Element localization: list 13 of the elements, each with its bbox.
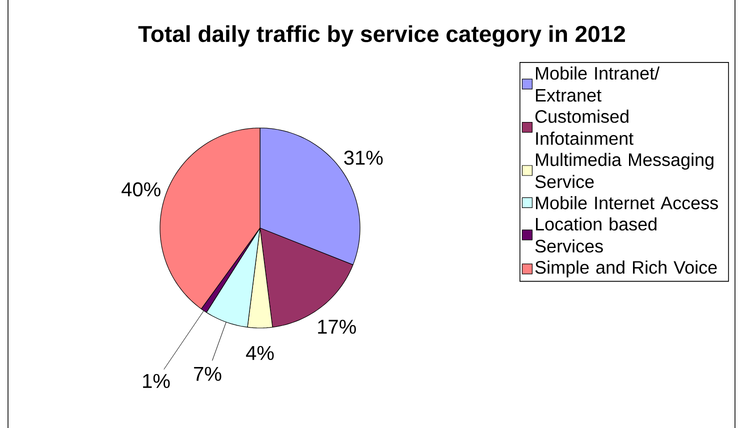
legend-label: Customised Infotainment [535,110,634,145]
legend-label: Multimedia Messaging Service [535,152,714,188]
data-label: 4% [246,346,274,360]
data-label: 1% [143,374,170,388]
legend-label: Simple and Rich Voice [535,260,717,278]
data-label: 31% [344,150,383,165]
data-label: 7% [194,366,222,381]
data-label: 17% [318,320,356,334]
legend-label: Mobile Internet Access [536,196,718,210]
chart-title: Total daily traffic by service category in 2012 [138,25,625,47]
legend-label: Mobile Intranet/ Extranet [536,66,660,102]
legend-label: Location based Services [535,217,656,253]
data-label: 40% [122,182,160,196]
